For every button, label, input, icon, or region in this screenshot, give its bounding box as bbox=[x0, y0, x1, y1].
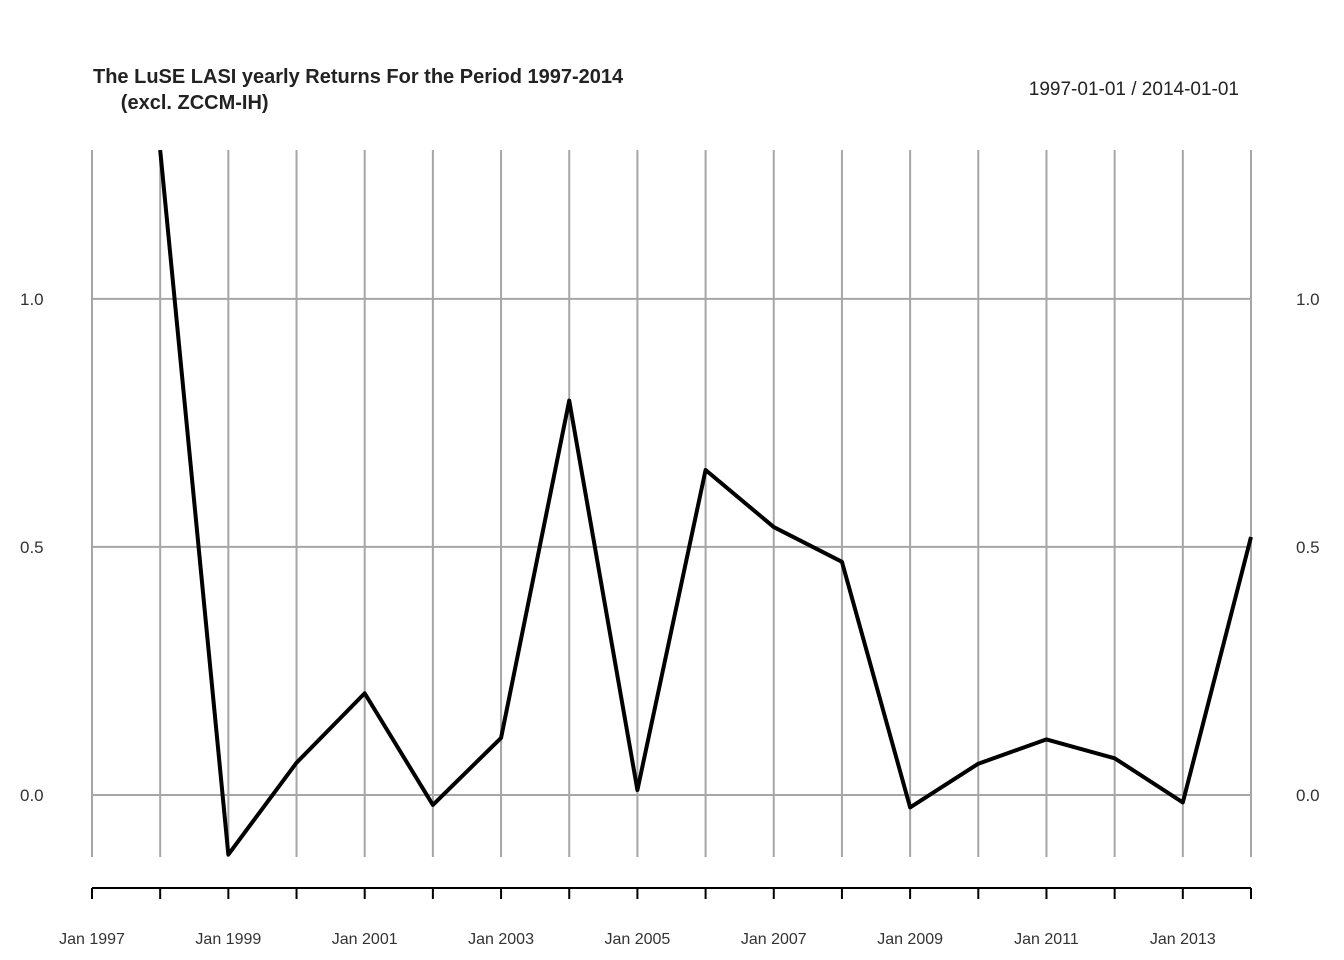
series-line bbox=[158, 150, 1253, 857]
horizontal-gridlines bbox=[92, 297, 1251, 796]
x-tick-label: Jan 2011 bbox=[1014, 931, 1079, 948]
x-tick-label: Jan 2005 bbox=[604, 931, 670, 948]
series-lines bbox=[158, 150, 1253, 857]
date-range-label: 1997-01-01 / 2014-01-01 bbox=[1028, 79, 1239, 100]
x-tick-label: Jan 2003 bbox=[468, 931, 534, 948]
vertical-gridlines bbox=[91, 150, 1252, 857]
y-tick-label-left: 0.0 bbox=[20, 786, 44, 805]
y-tick-label-left: 0.5 bbox=[20, 538, 44, 557]
y-tick-label-left: 1.0 bbox=[20, 290, 44, 309]
x-tick-label: Jan 2013 bbox=[1150, 931, 1216, 948]
y-axis-labels: 0.0 0.0 0.5 0.5 1.0 1.0 bbox=[20, 290, 1320, 805]
x-tick-label: Jan 2007 bbox=[741, 931, 807, 948]
x-tick-label: Jan 1997 bbox=[59, 931, 125, 948]
chart-title: The LuSE LASI yearly Returns For the Per… bbox=[93, 66, 624, 114]
x-tick-label: Jan 2009 bbox=[877, 931, 943, 948]
y-tick-label-right: 0.0 bbox=[1296, 786, 1320, 805]
x-tick-label: Jan 2001 bbox=[332, 931, 398, 948]
y-tick-label-right: 1.0 bbox=[1296, 290, 1320, 309]
x-tick-label: Jan 1999 bbox=[195, 931, 261, 948]
x-axis: Jan 1997 Jan 1999 Jan 2001 Jan 2003 Jan 2005… bbox=[59, 887, 1252, 948]
y-tick-label-right: 0.5 bbox=[1296, 538, 1320, 557]
